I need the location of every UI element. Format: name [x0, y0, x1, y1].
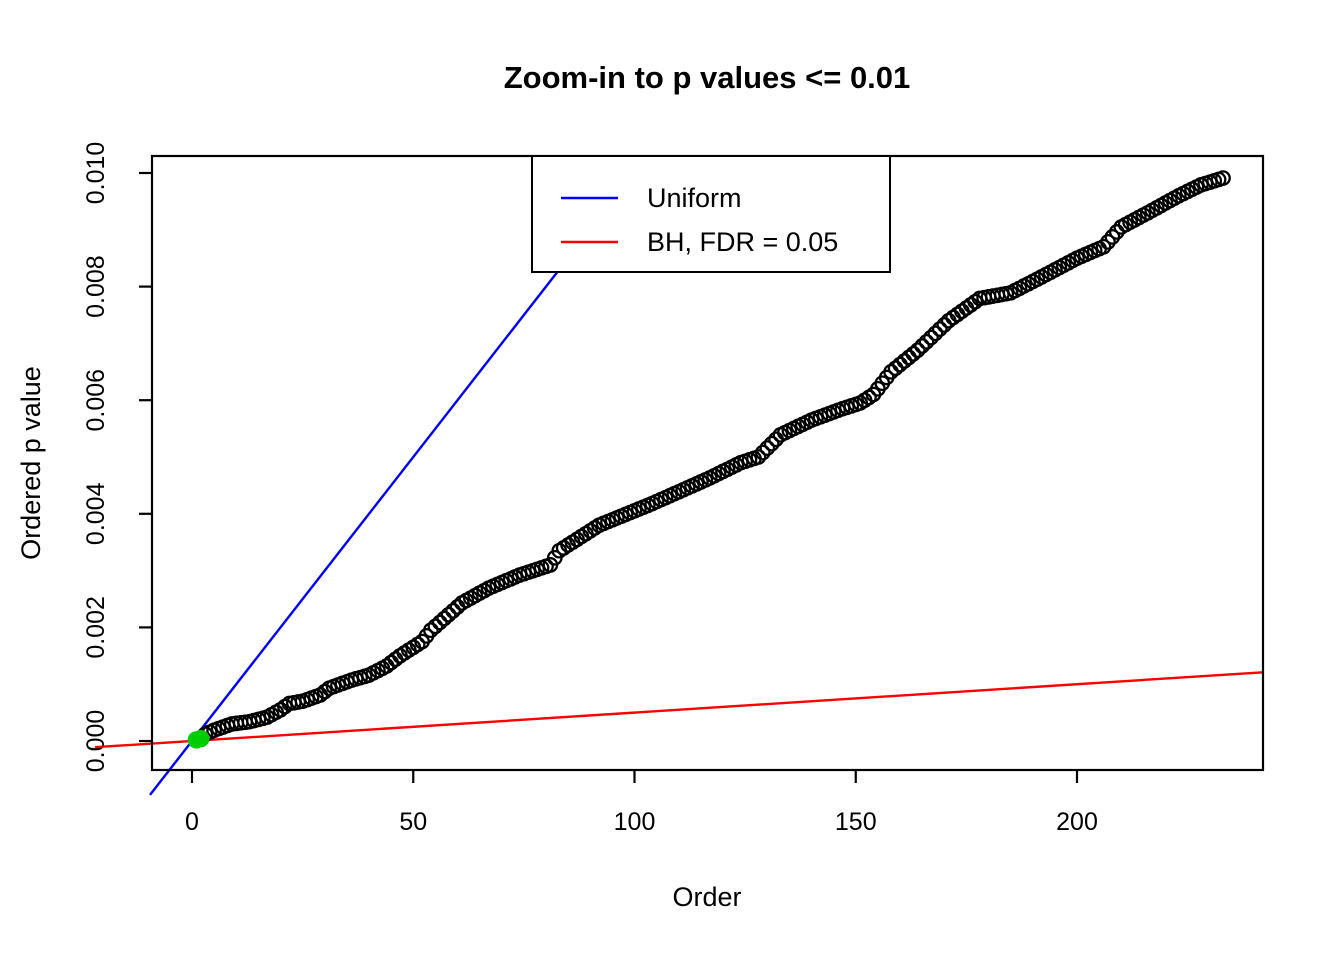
p-value-point: [909, 342, 926, 359]
p-value-point: [436, 610, 453, 627]
chart-title: Zoom-in to p values <= 0.01: [504, 60, 911, 95]
p-value-point: [431, 614, 448, 631]
y-tick-label: 0.000: [82, 710, 110, 773]
p-value-point: [754, 444, 771, 461]
p-value-point: [918, 333, 935, 350]
x-tick-label: 50: [399, 808, 427, 836]
p-value-point: [423, 622, 439, 639]
p-value-point: [923, 329, 939, 346]
y-tick-label: 0.002: [82, 596, 110, 659]
p-value-point: [763, 435, 780, 452]
bh-fdr-line: [94, 671, 1264, 749]
x-tick-label: 100: [614, 808, 656, 836]
y-tick-label: 0.010: [82, 142, 110, 205]
p-value-point: [1095, 238, 1112, 255]
y-tick-label: 0.004: [82, 482, 110, 545]
scatter-points: [197, 170, 1231, 743]
y-tick-label: 0.006: [82, 369, 110, 432]
p-value-point: [1215, 170, 1231, 186]
p-value-point: [1100, 234, 1116, 250]
p-value-point: [445, 602, 461, 619]
legend-rows: Uniform BH, FDR = 0.05: [561, 183, 838, 257]
p-value-point: [316, 683, 333, 700]
legend-box: [531, 155, 891, 273]
bh-significant-points: [187, 730, 210, 749]
p-value-point: [905, 345, 922, 362]
bh-significant-point: [192, 730, 210, 748]
x-axis: 0 50 100 150 200: [185, 770, 1098, 836]
p-value-point: [440, 606, 457, 623]
y-axis-title: Ordered p value: [16, 366, 46, 560]
x-tick-label: 150: [835, 808, 877, 836]
p-value-point: [927, 325, 944, 342]
p-value-point: [1104, 229, 1121, 245]
p-value-point: [914, 338, 930, 354]
x-tick-label: 0: [185, 808, 199, 836]
legend-item-label: BH, FDR = 0.05: [647, 227, 838, 257]
x-tick-label: 200: [1056, 808, 1098, 836]
legend-item-label: Uniform: [647, 183, 742, 213]
p-value-point: [427, 618, 444, 635]
p-value-point: [759, 440, 776, 456]
y-axis: 0.000 0.002 0.004 0.006 0.008 0.010: [82, 142, 152, 773]
y-tick-label: 0.008: [82, 255, 110, 318]
x-axis-title: Order: [672, 882, 741, 912]
p-value-point: [750, 449, 767, 465]
p-value-point: [931, 321, 948, 337]
legend: Uniform BH, FDR = 0.05: [531, 155, 891, 273]
